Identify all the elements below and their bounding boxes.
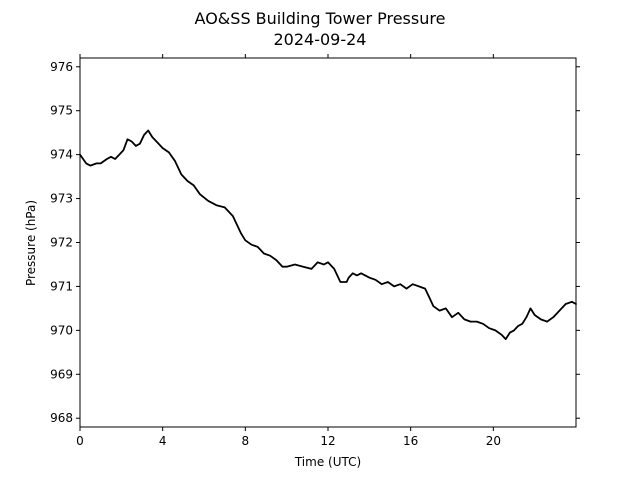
pressure-series-line [79, 129, 577, 340]
chart-title: AO&SS Building Tower Pressure [195, 9, 446, 28]
y-tick-label: 970 [50, 323, 73, 337]
y-tick-label: 975 [50, 104, 73, 118]
y-tick-label: 974 [50, 148, 73, 162]
x-tick-label: 4 [159, 434, 167, 448]
series-layer [79, 129, 577, 340]
x-tick-label: 0 [76, 434, 84, 448]
y-tick-label: 968 [50, 411, 73, 425]
y-tick-label: 969 [50, 367, 73, 381]
plot-area-frame [79, 57, 577, 428]
ticks-layer: 0 4 8 12 16 20 968 969 970 971 972 973 974 975 976 [50, 54, 580, 448]
x-tick-label: 20 [486, 434, 501, 448]
x-axis-label: Time (UTC) [294, 455, 361, 469]
y-tick-label: 973 [50, 192, 73, 206]
y-tick-label: 972 [50, 236, 73, 250]
x-tick-label: 8 [242, 434, 250, 448]
y-tick-label: 976 [50, 60, 73, 74]
y-tick-label: 971 [50, 279, 73, 293]
x-tick-label: 12 [320, 434, 335, 448]
y-axis-label: Pressure (hPa) [24, 200, 38, 286]
chart-subtitle: 2024-09-24 [274, 30, 367, 49]
x-tick-label: 16 [403, 434, 418, 448]
